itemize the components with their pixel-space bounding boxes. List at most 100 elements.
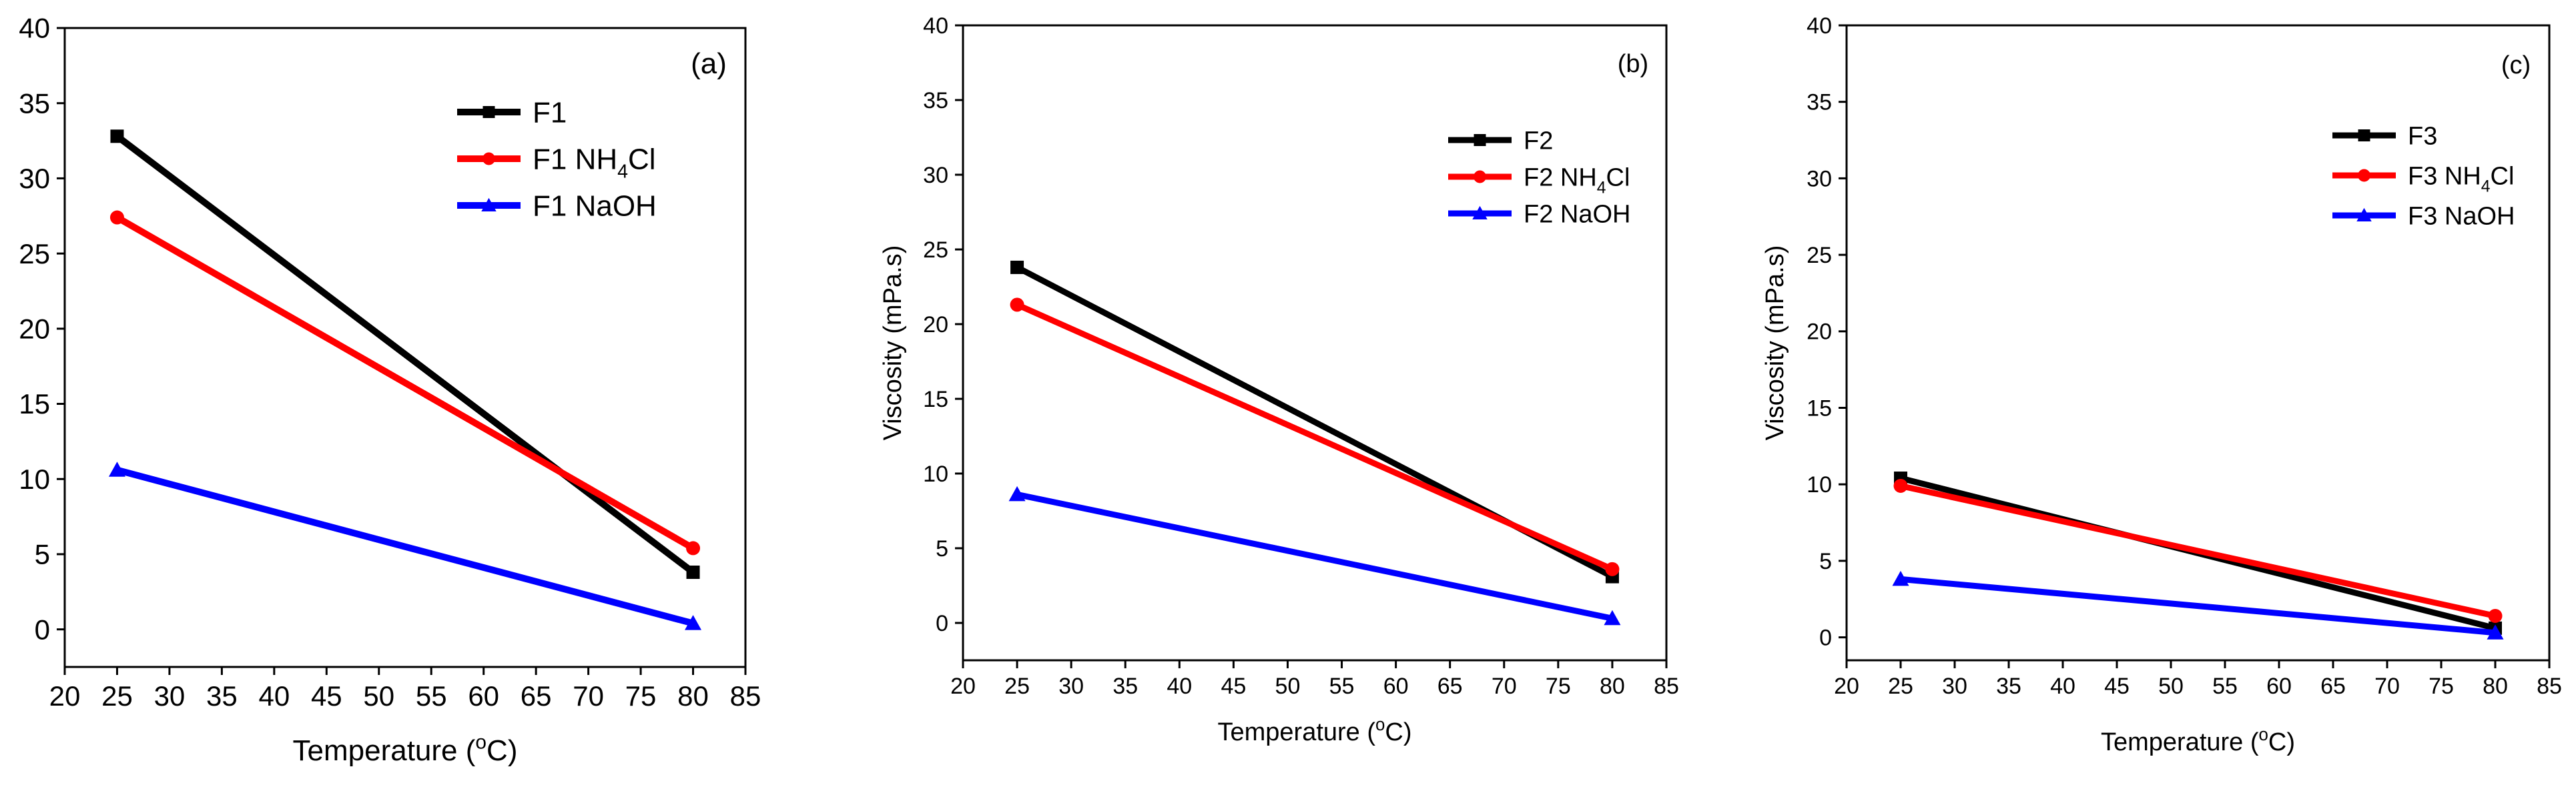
series-line (1016, 491, 1613, 622)
legend-label: F2 (1524, 127, 1553, 155)
x-tick-label: 30 (154, 680, 186, 712)
legend-label: F1 (533, 96, 567, 129)
legend-marker (2356, 207, 2372, 221)
y-tick-label: 10 (923, 462, 948, 487)
x-tick-label: 55 (2212, 674, 2238, 699)
data-point (1010, 297, 1024, 312)
data-point (108, 462, 125, 477)
series-f1-nh4cl (109, 210, 701, 556)
x-tick-label: 85 (730, 680, 761, 712)
legend-marker (481, 197, 497, 211)
chart-panel-2: 20 25 30 35 40 45 50 55 60 65 70 75 80 85 0 5 10 15 20 25 30… (879, 13, 1679, 746)
series-f3-naoh (1892, 570, 2504, 640)
legend: F2 F2 NH4Cl F2 NaOH (1448, 127, 1630, 228)
data-point (1008, 486, 1026, 502)
x-tick-label: 35 (206, 680, 238, 712)
x-tick-label: 45 (2104, 674, 2130, 699)
panel-label: (a) (691, 47, 727, 80)
x-tick-label: 60 (468, 680, 499, 712)
legend-label: F1 NaOH (533, 189, 657, 222)
x-tick-label: 85 (1654, 674, 1679, 699)
data-point (109, 210, 124, 225)
legend-label: F3 (2408, 122, 2437, 150)
y-axis-label: Viscosity (mPa.s) (879, 245, 907, 441)
x-tick-label: 80 (2483, 674, 2508, 699)
x-tick-label: 20 (950, 674, 976, 699)
x-tick-label: 45 (1221, 674, 1246, 699)
x-tick-label: 75 (2429, 674, 2454, 699)
series-line (1900, 483, 2496, 619)
x-axis-label: Temperature (oC) (1217, 716, 1411, 746)
x-tick-label: 55 (1329, 674, 1355, 699)
chart-panel-1: 20 25 30 35 40 45 50 55 60 65 70 75 80 85 0 5 10 15 20 25 30… (19, 13, 761, 767)
x-axis-label: Temperature (oC) (293, 731, 518, 767)
y-tick-label: 25 (1807, 243, 1832, 268)
y-tick-label: 15 (923, 387, 948, 412)
x-tick-label: 65 (521, 680, 552, 712)
x-tick-label: 80 (1600, 674, 1625, 699)
panel-label: (b) (1618, 50, 1648, 78)
x-tick-label: 25 (101, 680, 133, 712)
x-tick-label: 85 (2537, 674, 2562, 699)
y-tick-label: 30 (1807, 166, 1832, 191)
series-line (115, 214, 695, 552)
x-tick-label: 80 (677, 680, 709, 712)
y-tick-label: 25 (923, 237, 948, 263)
legend-marker (1474, 170, 1486, 183)
legend-label: F1 NH4Cl (533, 143, 656, 182)
x-tick-label: 20 (1834, 674, 1859, 699)
y-tick-label: 0 (35, 614, 50, 645)
series-f2 (1010, 260, 1619, 584)
y-tick-label: 15 (19, 388, 50, 420)
y-tick-label: 10 (19, 464, 50, 495)
legend-marker (482, 106, 495, 118)
legend: F3 F3 NH4Cl F3 NaOH (2332, 122, 2515, 230)
x-tick-label: 35 (1996, 674, 2021, 699)
plot-frame (1845, 24, 2551, 662)
x-tick-label: 70 (573, 680, 604, 712)
x-tick-label: 50 (1275, 674, 1301, 699)
y-tick-label: 20 (923, 312, 948, 337)
legend: F1 F1 NH4Cl F1 NaOH (457, 96, 657, 222)
series-line (115, 133, 695, 575)
series-line (1900, 576, 2496, 636)
data-point (1892, 570, 1909, 586)
x-tick-label: 30 (1058, 674, 1084, 699)
data-point (1893, 478, 1908, 493)
data-point (1010, 260, 1024, 274)
x-tick-label: 65 (1437, 674, 1463, 699)
legend-label: F3 NH4Cl (2408, 162, 2514, 195)
y-tick-label: 10 (1807, 472, 1832, 498)
series-f3-nh4cl (1893, 478, 2503, 623)
y-tick-label: 35 (923, 88, 948, 113)
legend-label: F2 NaOH (1524, 200, 1630, 228)
x-tick-label: 35 (1112, 674, 1138, 699)
legend-marker (2358, 129, 2370, 141)
x-axis-label: Temperature (oC) (2101, 726, 2295, 756)
data-point (2487, 624, 2504, 640)
y-tick-label: 15 (1807, 396, 1832, 421)
data-point (1604, 610, 1621, 626)
x-tick-label: 25 (1888, 674, 1913, 699)
series-f2-nh4cl (1010, 297, 1620, 576)
panel-label: (c) (2501, 51, 2531, 79)
x-tick-label: 75 (1546, 674, 1571, 699)
series-line (1016, 301, 1614, 572)
y-axis-label: Viscosity (mPa.s) (1761, 245, 1789, 441)
legend-marker (1472, 205, 1488, 219)
plot-frame (63, 27, 747, 668)
y-tick-label: 5 (1819, 549, 1832, 574)
x-tick-label: 60 (2266, 674, 2292, 699)
x-tick-label: 65 (2320, 674, 2346, 699)
y-tick-label: 5 (35, 539, 50, 570)
y-tick-label: 35 (1807, 90, 1832, 115)
data-point (685, 615, 702, 630)
data-point (686, 565, 700, 579)
x-tick-label: 70 (2374, 674, 2400, 699)
y-tick-label: 35 (19, 87, 50, 119)
x-tick-label: 40 (1167, 674, 1192, 699)
y-tick-label: 25 (19, 238, 50, 269)
x-tick-label: 70 (1492, 674, 1517, 699)
legend-marker (2358, 169, 2370, 182)
